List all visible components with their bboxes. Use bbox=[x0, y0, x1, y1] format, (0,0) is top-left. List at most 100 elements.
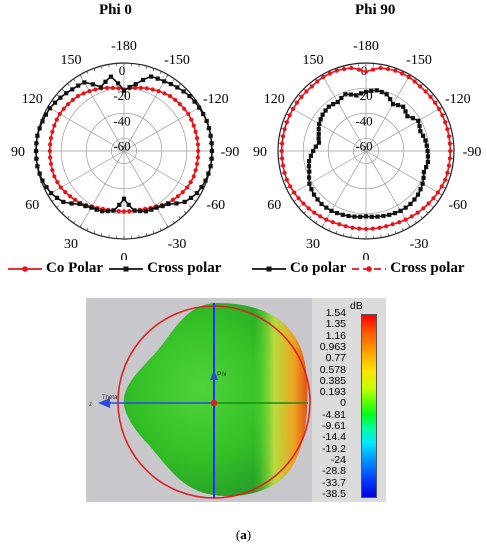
data-point bbox=[315, 197, 320, 202]
pattern-3d-graphic: Phi Theta z bbox=[89, 302, 311, 499]
data-point bbox=[426, 201, 431, 206]
data-point bbox=[64, 91, 69, 96]
data-point bbox=[417, 123, 422, 129]
data-point bbox=[58, 95, 63, 100]
data-point bbox=[363, 214, 369, 219]
data-point bbox=[191, 174, 196, 179]
data-point bbox=[199, 185, 204, 190]
color-scale-tick-label: 0.193 bbox=[319, 386, 346, 399]
radial-tick-label: -60 bbox=[113, 138, 130, 153]
series-cross-polar bbox=[279, 65, 453, 232]
data-point bbox=[197, 105, 202, 110]
data-point bbox=[287, 113, 292, 118]
ring-tick bbox=[159, 227, 162, 231]
data-point bbox=[403, 205, 408, 210]
data-point bbox=[35, 164, 40, 169]
data-point bbox=[334, 68, 339, 73]
radial-tick-label: -40 bbox=[113, 113, 130, 128]
data-point bbox=[425, 159, 431, 165]
data-point bbox=[121, 196, 127, 201]
data-point bbox=[166, 201, 171, 207]
data-point bbox=[412, 79, 417, 84]
radial-tick-label: 0 bbox=[119, 63, 126, 78]
ring-tick bbox=[67, 215, 70, 219]
ring-tick bbox=[420, 215, 423, 219]
data-point bbox=[304, 89, 309, 94]
data-point bbox=[447, 141, 453, 146]
data-point bbox=[67, 194, 73, 199]
data-point bbox=[168, 81, 173, 87]
data-point bbox=[188, 195, 194, 200]
ring-tick bbox=[93, 230, 96, 234]
data-point bbox=[412, 197, 417, 202]
data-point bbox=[393, 68, 398, 73]
data-point bbox=[423, 89, 428, 94]
data-point bbox=[418, 187, 423, 192]
data-point bbox=[48, 136, 54, 141]
data-point bbox=[363, 226, 369, 232]
ring-tick bbox=[159, 71, 162, 75]
data-point bbox=[175, 194, 181, 199]
angle-tick-label: 60 bbox=[25, 198, 39, 213]
data-point bbox=[408, 201, 413, 207]
data-point bbox=[424, 143, 429, 148]
ring-tick bbox=[145, 233, 148, 237]
ring-tick bbox=[321, 224, 324, 228]
ring-tick bbox=[414, 220, 417, 224]
data-point bbox=[424, 165, 429, 170]
ring-tick bbox=[61, 210, 65, 214]
data-point bbox=[432, 100, 438, 105]
data-point bbox=[195, 142, 200, 147]
data-point bbox=[420, 181, 425, 186]
data-point bbox=[306, 175, 312, 180]
data-point bbox=[52, 123, 57, 128]
data-point bbox=[61, 199, 66, 205]
data-point bbox=[329, 208, 334, 213]
polar-chart-phi-90: -180-150-120-90-60-3003060901201500-20-4… bbox=[253, 39, 482, 260]
theta-arrow-icon bbox=[98, 398, 110, 408]
data-point bbox=[425, 154, 431, 159]
pattern-high-gain-region bbox=[254, 302, 308, 497]
data-point bbox=[98, 85, 103, 90]
data-point bbox=[358, 91, 364, 96]
data-point bbox=[306, 206, 311, 211]
data-point bbox=[174, 201, 179, 206]
data-point bbox=[349, 65, 354, 71]
data-point bbox=[350, 225, 355, 230]
color-scale-tick-label: -19.2 bbox=[322, 442, 346, 455]
data-point bbox=[280, 163, 286, 168]
ring-tick bbox=[152, 68, 155, 72]
data-point bbox=[37, 171, 42, 176]
data-point bbox=[280, 134, 286, 139]
data-point bbox=[356, 67, 361, 72]
data-point bbox=[57, 111, 62, 117]
ring-tick bbox=[178, 215, 181, 219]
data-point bbox=[379, 90, 384, 95]
data-point bbox=[312, 210, 317, 215]
data-point bbox=[121, 209, 127, 214]
data-point bbox=[116, 209, 121, 214]
data-point bbox=[204, 118, 209, 124]
data-point bbox=[446, 134, 452, 139]
data-point bbox=[50, 168, 55, 173]
data-point bbox=[397, 220, 402, 225]
data-point bbox=[34, 156, 39, 161]
data-point bbox=[423, 138, 428, 143]
data-point bbox=[196, 148, 201, 154]
angle-tick-label: -90 bbox=[463, 145, 482, 160]
ring-tick bbox=[138, 64, 140, 68]
data-point bbox=[400, 71, 405, 76]
data-point bbox=[206, 126, 212, 131]
data-point bbox=[48, 142, 53, 147]
data-point bbox=[290, 106, 296, 111]
data-point bbox=[324, 205, 329, 210]
data-point bbox=[150, 87, 155, 92]
color-scale-tick-label: 1.54 bbox=[325, 307, 346, 319]
grid-spoke bbox=[289, 106, 367, 152]
angle-tick-label: 60 bbox=[267, 198, 281, 213]
color-scale-bar bbox=[361, 314, 377, 498]
color-scale-tick-label: 1.16 bbox=[325, 329, 346, 342]
radial-tick-label: -20 bbox=[113, 88, 130, 103]
angle-tick-label: 30 bbox=[306, 237, 320, 252]
legend-cross-polar-swatch bbox=[352, 265, 387, 272]
